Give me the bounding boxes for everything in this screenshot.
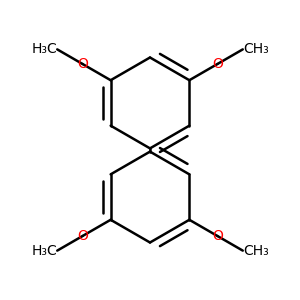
Text: H₃C: H₃C [32,244,57,258]
Text: O: O [77,229,88,243]
Text: H₃C: H₃C [32,42,57,56]
Text: CH₃: CH₃ [243,244,268,258]
Text: CH₃: CH₃ [243,42,268,56]
Text: O: O [212,57,223,71]
Text: O: O [77,57,88,71]
Text: O: O [212,229,223,243]
